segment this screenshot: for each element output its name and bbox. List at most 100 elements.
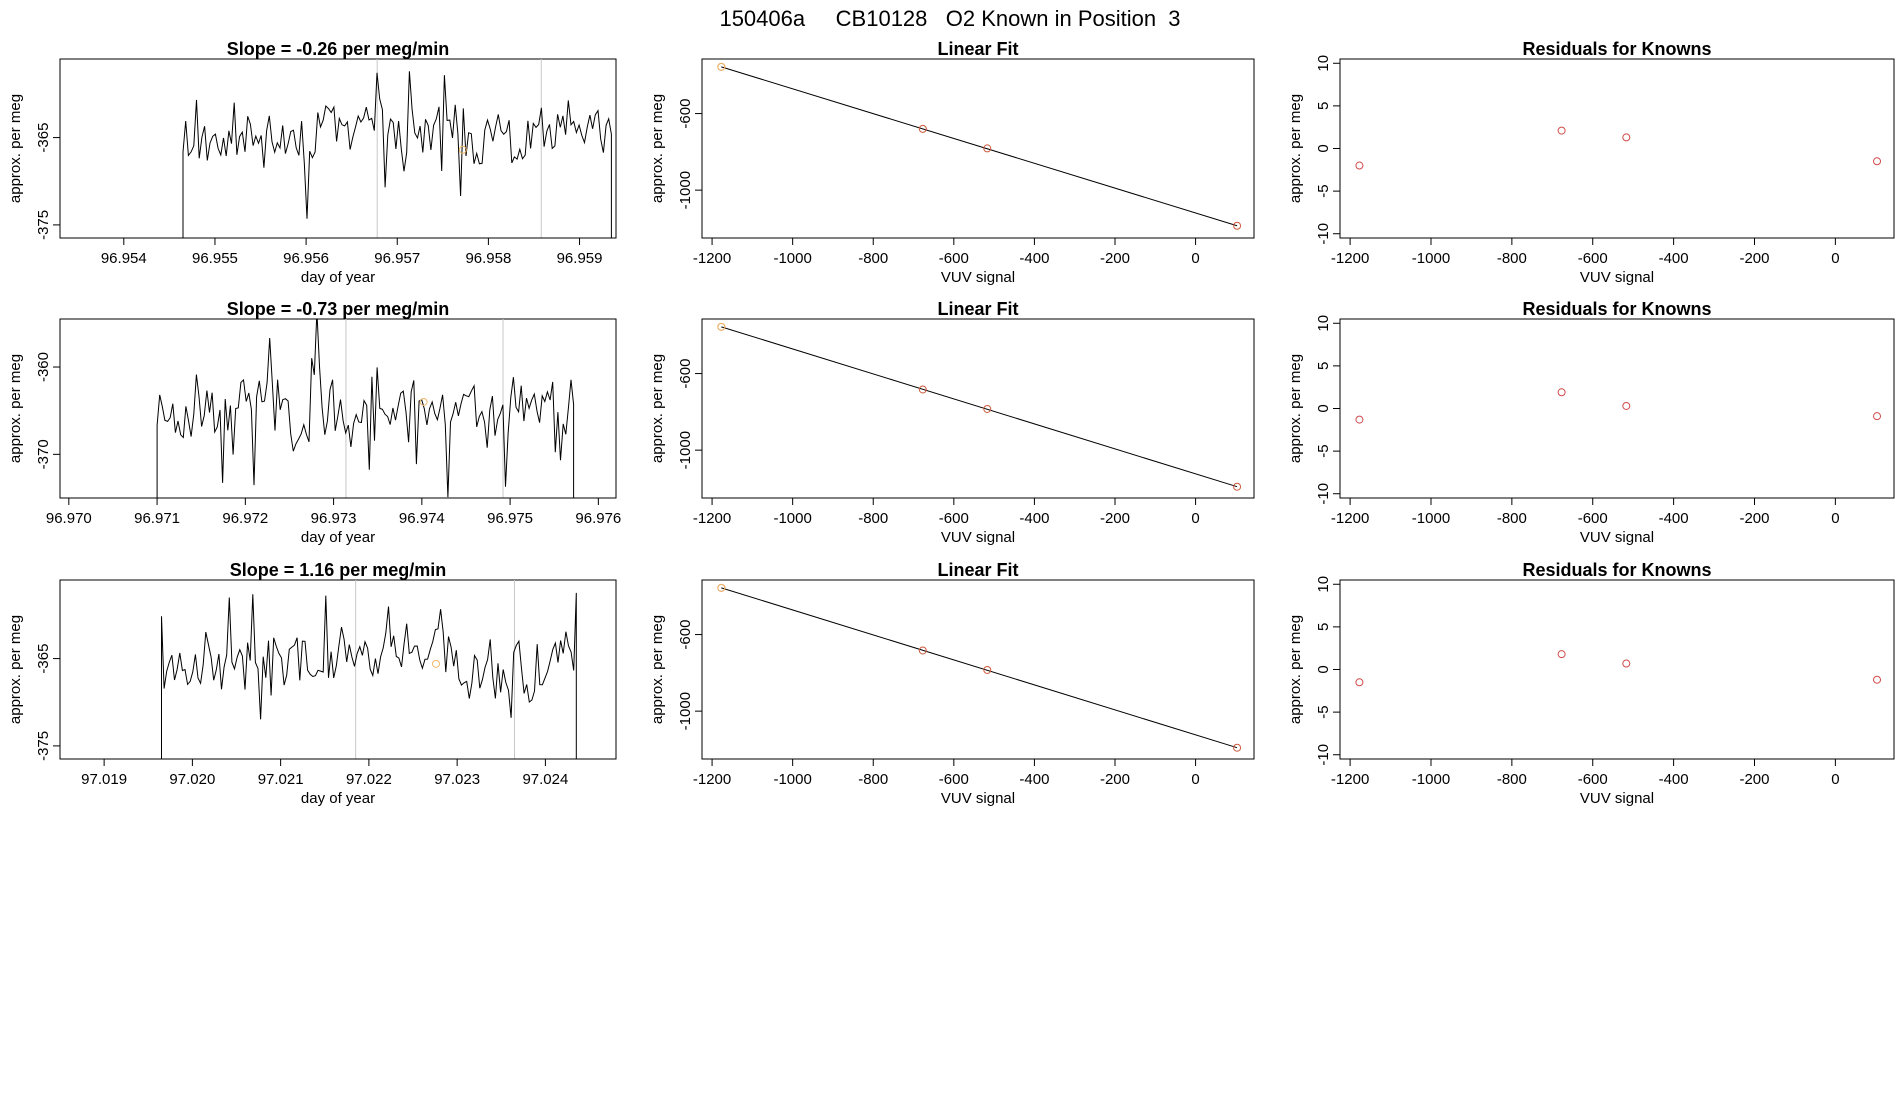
plot-area xyxy=(161,580,577,759)
x-tick-label: -400 xyxy=(1659,771,1689,788)
mean-marker xyxy=(431,659,440,668)
plot-frame xyxy=(1339,318,1895,499)
known-point xyxy=(983,144,992,153)
x-axis-label: VUV signal xyxy=(1580,529,1654,546)
residual-point xyxy=(1622,133,1631,142)
panel-2-3: Residuals for Knowns-1200 -1000 -800 -600 -4… xyxy=(1287,299,1895,546)
known-point xyxy=(1233,743,1242,752)
plot-area xyxy=(717,322,1242,491)
x-tick-label: 96.958 xyxy=(465,250,511,267)
y-tick-label: -375 xyxy=(35,210,52,240)
x-tick-label: 0 xyxy=(1191,771,1199,788)
residual-point xyxy=(1622,401,1631,410)
y-tick-label: 0 xyxy=(1315,404,1332,412)
y-tick-label: -1000 xyxy=(677,431,694,469)
x-tick-label: 97.024 xyxy=(522,771,568,788)
x-tick-label: 96.957 xyxy=(374,250,420,267)
series-line xyxy=(156,319,575,498)
x-tick-label: 97.021 xyxy=(258,771,304,788)
y-axis-label: approx. per meg xyxy=(7,94,24,203)
panel-3-1: Slope = 1.16 per meg/min 97.019 97.020 97.0… xyxy=(7,560,617,807)
y-tick-label: -5 xyxy=(1315,705,1332,718)
x-tick-label: -600 xyxy=(939,771,969,788)
known-point xyxy=(1233,482,1242,491)
panel-3-3: Residuals for Knowns-1200 -1000 -800 -600 -4… xyxy=(1287,560,1895,807)
x-tick-label: -1200 xyxy=(693,771,731,788)
x-tick-label: -400 xyxy=(1019,771,1049,788)
x-tick-label: -1200 xyxy=(693,510,731,527)
x-axis-label: VUV signal xyxy=(941,269,1015,286)
panel-title: Linear Fit xyxy=(937,299,1018,319)
plot-area xyxy=(1355,126,1882,170)
fit-line xyxy=(721,326,1238,488)
residual-point xyxy=(1557,126,1566,135)
panel-title: Residuals for Knowns xyxy=(1522,39,1711,59)
residual-point xyxy=(1557,650,1566,659)
y-tick-label: -600 xyxy=(677,359,694,389)
panel-1-1: Slope = -0.26 per meg/min 96.954 96.955 96.… xyxy=(7,39,617,286)
x-tick-label: 96.956 xyxy=(283,250,329,267)
panel-title: Linear Fit xyxy=(937,560,1018,580)
y-axis-label: approx. per meg xyxy=(7,354,24,463)
x-tick-label: -1200 xyxy=(1331,771,1369,788)
x-axis-label: VUV signal xyxy=(1580,269,1654,286)
plot-frame xyxy=(701,579,1255,760)
y-tick-label: -365 xyxy=(35,123,52,153)
x-tick-label: -1000 xyxy=(773,250,811,267)
x-tick-label: -600 xyxy=(939,250,969,267)
x-tick-label: 0 xyxy=(1191,250,1199,267)
x-tick-label: 96.975 xyxy=(487,510,533,527)
plot-area xyxy=(1355,650,1882,687)
known-point xyxy=(983,404,992,413)
plot-area xyxy=(717,583,1242,752)
x-tick-label: -400 xyxy=(1019,510,1049,527)
x-tick-label: -1200 xyxy=(693,250,731,267)
plot-frame xyxy=(59,318,617,499)
x-tick-label: -800 xyxy=(1497,250,1527,267)
first-known-marker xyxy=(717,322,726,331)
fit-line xyxy=(721,66,1238,227)
y-tick-label: -10 xyxy=(1315,483,1332,505)
x-tick-label: -200 xyxy=(1100,250,1130,267)
x-tick-label: 0 xyxy=(1191,510,1199,527)
panel-3-2: Linear Fit -1200 -1000 -800 -600 -400 -200 0 -60… xyxy=(649,560,1255,807)
y-tick-label: -1000 xyxy=(677,692,694,730)
series-line xyxy=(182,71,612,238)
x-tick-label: 96.973 xyxy=(311,510,357,527)
x-tick-label: 96.954 xyxy=(101,250,147,267)
y-axis-label: approx. per meg xyxy=(649,94,666,203)
panel-title: Residuals for Knowns xyxy=(1522,560,1711,580)
residual-point xyxy=(1557,388,1566,397)
y-tick-label: -370 xyxy=(35,439,52,469)
x-axis-label: VUV signal xyxy=(941,529,1015,546)
x-tick-label: -200 xyxy=(1739,250,1769,267)
x-tick-label: -200 xyxy=(1100,510,1130,527)
y-tick-label: 10 xyxy=(1315,315,1332,332)
x-tick-label: -200 xyxy=(1100,771,1130,788)
plot-frame xyxy=(59,579,617,760)
x-tick-label: 97.022 xyxy=(346,771,392,788)
known-point xyxy=(918,385,927,394)
y-axis-label: approx. per meg xyxy=(649,615,666,724)
x-axis-label: day of year xyxy=(301,269,375,286)
x-tick-label: 96.955 xyxy=(192,250,238,267)
x-tick-label: 0 xyxy=(1831,771,1839,788)
plot-area xyxy=(717,62,1242,230)
x-tick-label: -200 xyxy=(1739,510,1769,527)
panel-title: Slope = -0.73 per meg/min xyxy=(227,299,450,319)
known-point xyxy=(918,646,927,655)
x-tick-label: -1000 xyxy=(1412,510,1450,527)
x-tick-label: -800 xyxy=(858,510,888,527)
x-tick-label: -800 xyxy=(858,250,888,267)
residual-point xyxy=(1355,678,1364,687)
residual-point xyxy=(1873,157,1882,166)
x-tick-label: -400 xyxy=(1019,250,1049,267)
residual-point xyxy=(1622,659,1631,668)
x-tick-label: 96.976 xyxy=(575,510,621,527)
plot-frame xyxy=(701,58,1255,239)
panel-grid: Slope = -0.26 per meg/min 96.954 96.955 96.… xyxy=(7,39,1895,807)
plot-frame xyxy=(59,58,617,239)
y-tick-label: -360 xyxy=(35,352,52,382)
y-tick-label: 5 xyxy=(1315,102,1332,110)
y-tick-label: -5 xyxy=(1315,184,1332,197)
